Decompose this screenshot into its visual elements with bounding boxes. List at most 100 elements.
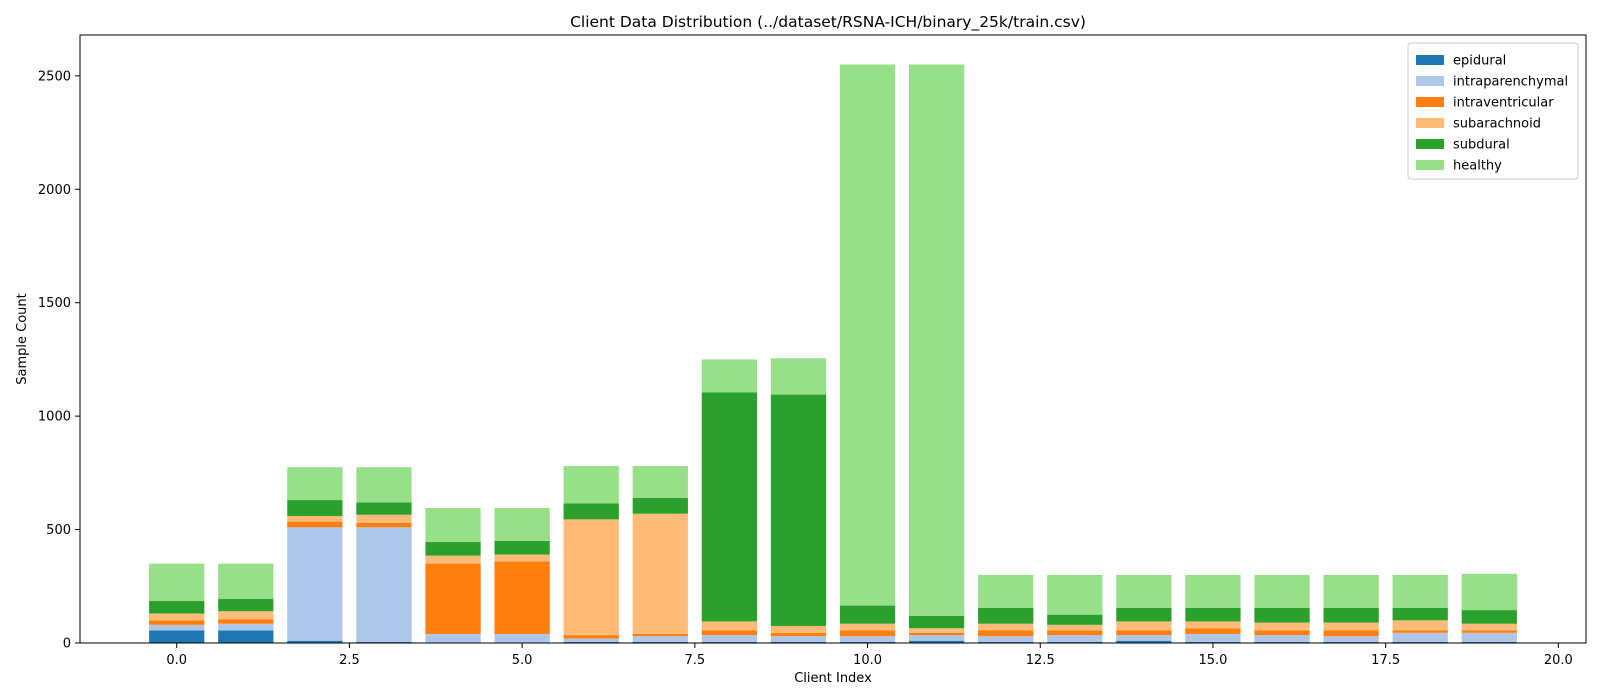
bar-segment-intraparenchymal-client-0 bbox=[149, 624, 205, 631]
bar-segment-subdural-client-10 bbox=[839, 605, 896, 624]
x-tick-label: 10.0 bbox=[853, 653, 882, 668]
bar-segment-subarachnoid-client-2 bbox=[287, 515, 343, 522]
bar-segment-subdural-client-11 bbox=[908, 615, 965, 629]
bar-segment-subarachnoid-client-15 bbox=[1185, 621, 1241, 629]
y-tick-label: 500 bbox=[46, 523, 71, 538]
legend: epidural intraparenchymal intraventricular… bbox=[1407, 42, 1579, 180]
bar-segment-subarachnoid-client-12 bbox=[978, 623, 1034, 631]
bar-segment-subdural-client-2 bbox=[287, 500, 343, 516]
bar-segment-epidural-client-8 bbox=[701, 641, 758, 643]
bar-segment-intraparenchymal-client-17 bbox=[1323, 636, 1379, 642]
bar-segment-intraventricular-client-5 bbox=[494, 561, 550, 634]
legend-frame bbox=[1407, 42, 1579, 180]
y-tick-label: 2500 bbox=[38, 69, 71, 84]
bar-segment-subdural-client-0 bbox=[149, 601, 205, 614]
bar-segment-healthy-client-7 bbox=[632, 466, 688, 498]
bar-segment-subdural-client-19 bbox=[1461, 610, 1517, 624]
bar-segment-intraparenchymal-client-7 bbox=[632, 636, 688, 642]
bar-segment-intraparenchymal-client-15 bbox=[1185, 633, 1241, 642]
bar-segment-epidural-client-3 bbox=[356, 641, 412, 643]
bar-segment-healthy-client-13 bbox=[1047, 574, 1103, 615]
bar-segment-healthy-client-10 bbox=[839, 64, 896, 606]
bar-segment-subarachnoid-client-16 bbox=[1254, 622, 1310, 631]
bar-segment-intraparenchymal-client-14 bbox=[1116, 635, 1172, 641]
y-tick-label: 1000 bbox=[38, 410, 71, 425]
bar-segment-subarachnoid-client-10 bbox=[839, 623, 896, 631]
bar-segment-intraventricular-client-16 bbox=[1254, 630, 1310, 636]
x-tick-label: 2.5 bbox=[339, 653, 360, 668]
bar-segment-subarachnoid-client-4 bbox=[425, 555, 481, 564]
bar-segment-healthy-client-11 bbox=[908, 64, 965, 616]
bar-segment-intraventricular-client-14 bbox=[1116, 630, 1172, 636]
legend-label-subdural: subdural bbox=[1453, 138, 1510, 153]
bar-segment-epidural-client-1 bbox=[218, 630, 274, 643]
bar-segment-intraparenchymal-client-12 bbox=[978, 636, 1034, 642]
bar-segment-intraventricular-client-19 bbox=[1461, 630, 1517, 633]
y-tick-label: 2000 bbox=[38, 183, 71, 198]
legend-swatch-healthy bbox=[1416, 160, 1444, 170]
bar-segment-healthy-client-18 bbox=[1392, 574, 1448, 608]
chart-title: Client Data Distribution (../dataset/RSN… bbox=[570, 13, 1086, 32]
bar-segment-subarachnoid-client-3 bbox=[356, 514, 412, 523]
legend-label-epidural: epidural bbox=[1453, 54, 1506, 69]
bar-segment-subarachnoid-client-9 bbox=[770, 625, 827, 633]
plot-frame bbox=[79, 34, 1587, 644]
bar-segment-healthy-client-19 bbox=[1461, 573, 1517, 611]
bar-segment-epidural-client-14 bbox=[1116, 640, 1172, 643]
legend-swatch-epidural bbox=[1416, 55, 1444, 65]
bar-segment-subdural-client-15 bbox=[1185, 607, 1241, 622]
bar-segment-healthy-client-12 bbox=[978, 574, 1034, 608]
bar-segment-subarachnoid-client-8 bbox=[701, 621, 758, 631]
bar-segment-subdural-client-3 bbox=[356, 502, 412, 515]
bar-segment-subarachnoid-client-13 bbox=[1047, 624, 1103, 631]
bar-segment-intraparenchymal-client-2 bbox=[287, 527, 343, 641]
bar-segment-epidural-client-2 bbox=[287, 640, 343, 643]
bar-segment-subdural-client-9 bbox=[770, 394, 827, 626]
x-tick-label: 15.0 bbox=[1198, 653, 1227, 668]
bar-segment-epidural-client-13 bbox=[1047, 641, 1103, 643]
bar-segment-intraparenchymal-client-18 bbox=[1392, 632, 1448, 642]
bar-segment-subdural-client-18 bbox=[1392, 607, 1448, 621]
bar-segment-intraparenchymal-client-11 bbox=[908, 635, 965, 641]
legend-label-healthy: healthy bbox=[1453, 159, 1502, 174]
legend-label-intraparenchymal: intraparenchymal bbox=[1453, 75, 1568, 90]
legend-label-intraventricular: intraventricular bbox=[1453, 96, 1554, 111]
bar-segment-epidural-client-15 bbox=[1185, 641, 1241, 643]
bar-segment-epidural-client-11 bbox=[908, 640, 965, 643]
legend-label-subarachnoid: subarachnoid bbox=[1453, 117, 1541, 132]
bar-segment-intraparenchymal-client-1 bbox=[218, 623, 274, 631]
bar-segment-intraventricular-client-17 bbox=[1323, 630, 1379, 637]
x-axis-label: Client Index bbox=[794, 671, 872, 686]
legend-swatch-subarachnoid bbox=[1416, 118, 1444, 128]
bar-segment-epidural-client-12 bbox=[978, 641, 1034, 643]
bar-segment-intraventricular-client-7 bbox=[632, 633, 688, 637]
bar-segment-intraventricular-client-8 bbox=[701, 630, 758, 636]
bar-segment-subarachnoid-client-17 bbox=[1323, 622, 1379, 631]
bar-segment-intraventricular-client-2 bbox=[287, 521, 343, 528]
bar-segment-intraventricular-client-12 bbox=[978, 630, 1034, 637]
bars-group bbox=[149, 64, 1517, 643]
bar-segment-subarachnoid-client-5 bbox=[494, 554, 550, 562]
bar-segment-intraventricular-client-18 bbox=[1392, 630, 1448, 633]
bar-segment-intraparenchymal-client-8 bbox=[701, 635, 758, 642]
bar-segment-intraventricular-client-1 bbox=[218, 619, 274, 624]
bar-segment-subarachnoid-client-14 bbox=[1116, 621, 1172, 631]
x-tick-label: 5.0 bbox=[512, 653, 533, 668]
x-tick-label: 17.5 bbox=[1371, 653, 1400, 668]
bar-segment-epidural-client-18 bbox=[1392, 641, 1448, 643]
bar-segment-intraparenchymal-client-13 bbox=[1047, 635, 1103, 642]
legend-swatch-intraventricular bbox=[1416, 97, 1444, 107]
bar-segment-healthy-client-14 bbox=[1116, 574, 1172, 608]
bar-segment-epidural-client-19 bbox=[1461, 641, 1517, 643]
bar-segment-epidural-client-9 bbox=[770, 641, 827, 643]
bar-segment-healthy-client-6 bbox=[563, 466, 619, 504]
bar-segment-epidural-client-16 bbox=[1254, 641, 1310, 643]
x-axis: 0.0 2.5 5.0 7.5 10.0 12.5 15.0 17.5 20.0 bbox=[166, 643, 1573, 668]
y-axis-label: Sample Count bbox=[15, 293, 30, 384]
bar-segment-epidural-client-7 bbox=[632, 641, 688, 643]
bar-segment-intraparenchymal-client-10 bbox=[839, 636, 896, 642]
bar-segment-epidural-client-6 bbox=[563, 641, 619, 643]
bar-segment-intraventricular-client-15 bbox=[1185, 628, 1241, 634]
legend-swatch-intraparenchymal bbox=[1416, 76, 1444, 86]
bar-segment-subdural-client-8 bbox=[701, 392, 758, 622]
